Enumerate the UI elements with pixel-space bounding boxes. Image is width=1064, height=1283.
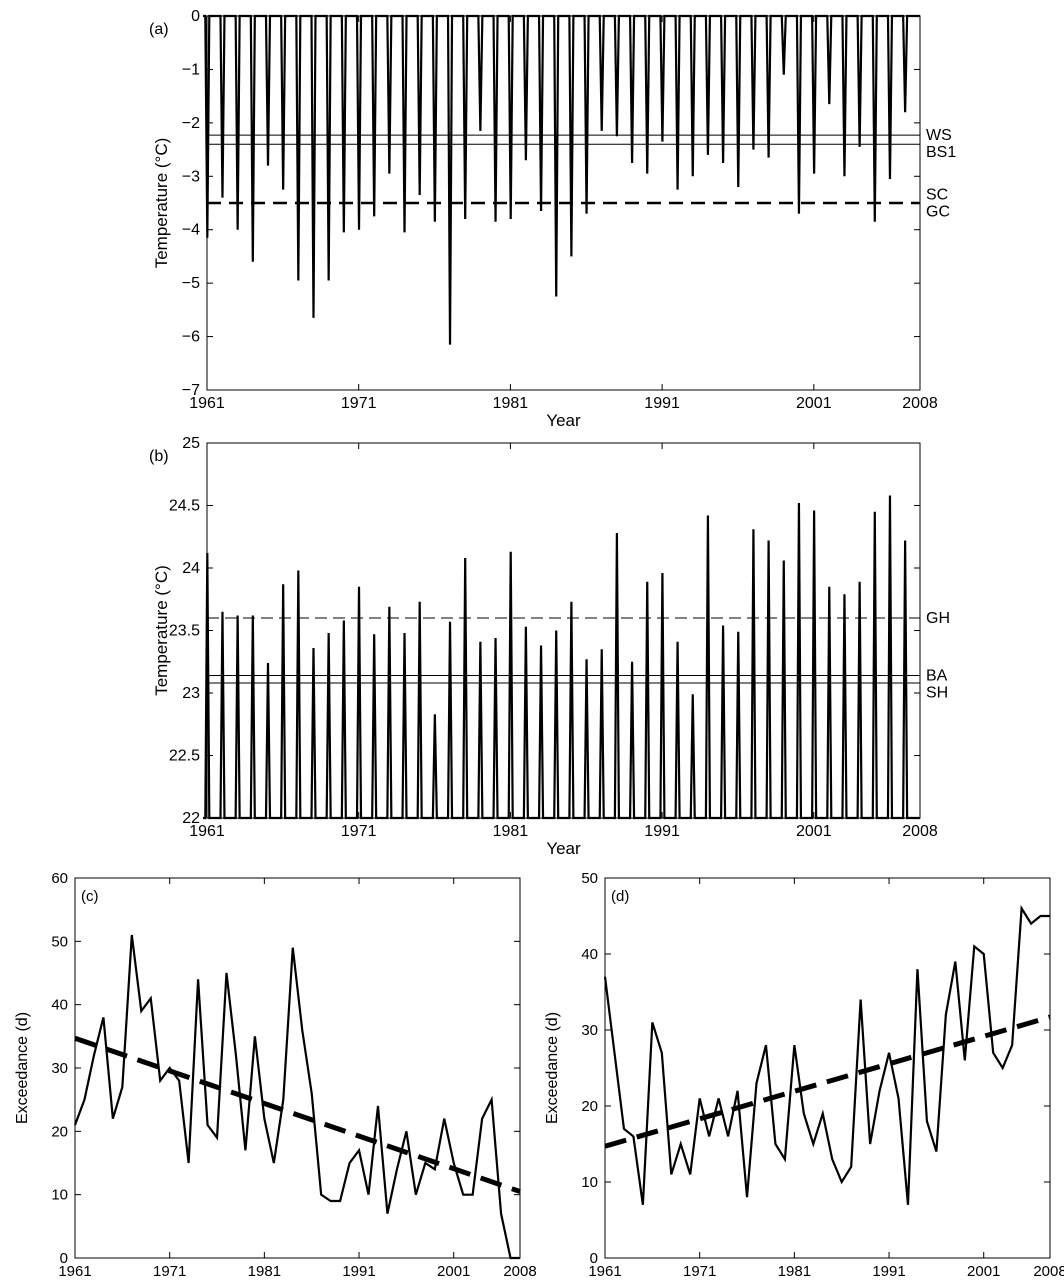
x-tick-label: 1981 — [493, 823, 529, 840]
panel-d: 0 10 20 30 40 50 1961 1971 1981 1991 2001 2008 Year E… — [544, 870, 1064, 1283]
y-tick-label: 50 — [51, 933, 68, 950]
panel-label: (d) — [611, 888, 629, 905]
series — [203, 14, 920, 345]
y-axis: 0 −1 −2 −3 −4 −5 −6 −7 — [182, 8, 920, 399]
y-axis: 22 22.5 23 23.5 24 24.5 25 — [169, 435, 920, 827]
y-tick-label: 23.5 — [169, 623, 200, 640]
y-tick-label: −3 — [182, 168, 200, 185]
y-tick-label: −4 — [182, 222, 200, 239]
y-tick-label: 10 — [51, 1187, 68, 1204]
reference-label: BA — [926, 668, 948, 685]
panel-label: (c) — [81, 888, 99, 905]
x-tick-label: 2008 — [902, 395, 938, 412]
y-tick-label: 20 — [581, 1098, 598, 1115]
reference-label: WS — [926, 127, 952, 144]
series-line — [73, 934, 520, 1260]
x-tick-label: 2008 — [1033, 1263, 1064, 1280]
y-tick-label: 40 — [581, 946, 598, 963]
x-tick-label: 1981 — [493, 395, 529, 412]
y-tick-label: 60 — [51, 870, 68, 887]
y-tick-label: 30 — [51, 1060, 68, 1077]
x-tick-label: 1981 — [778, 1263, 811, 1280]
x-tick-label: 1971 — [683, 1263, 716, 1280]
series — [73, 934, 521, 1260]
y-tick-label: 25 — [182, 435, 200, 452]
y-axis: 0 10 20 30 40 50 60 — [51, 870, 520, 1267]
x-axis: 1961 1971 1981 1991 2001 2008 — [58, 878, 537, 1280]
y-tick-label: 50 — [581, 870, 598, 887]
reference-label: GH — [926, 610, 950, 627]
series-line — [203, 14, 920, 345]
x-axis-label: Year — [281, 1281, 314, 1283]
panel-b: 22 22.5 23 23.5 24 24.5 25 1961 1971 1981 1991 2001… — [149, 435, 950, 858]
y-tick-label: 22 — [182, 810, 200, 827]
y-tick-label: −7 — [182, 382, 200, 399]
panel-label: (a) — [149, 21, 169, 38]
x-tick-label: 2001 — [967, 1263, 1000, 1280]
y-tick-label: 24 — [182, 560, 200, 577]
x-tick-label: 2001 — [796, 395, 832, 412]
x-axis-label: Year — [546, 839, 581, 858]
x-tick-label: 1991 — [644, 823, 680, 840]
panel-label: (b) — [149, 448, 169, 465]
y-tick-label: 20 — [51, 1123, 68, 1140]
series-line — [603, 904, 1050, 1205]
y-tick-label: −5 — [182, 275, 200, 292]
x-tick-label: 1991 — [644, 395, 680, 412]
y-axis-label: Temperature (°C) — [152, 138, 171, 269]
panel-c: 0 10 20 30 40 50 60 1961 1971 1981 1991 2001 2008 Yea… — [14, 870, 537, 1283]
x-tick-label: 1991 — [342, 1263, 375, 1280]
y-tick-label: −6 — [182, 329, 200, 346]
y-tick-label: 24.5 — [169, 498, 200, 515]
x-tick-label: 1981 — [248, 1263, 281, 1280]
x-axis-label: Year — [546, 411, 581, 430]
reference-label: SC — [926, 187, 948, 204]
y-axis-label: Exceedance (d) — [544, 1012, 561, 1124]
y-tick-label: −1 — [182, 61, 200, 78]
series-line — [203, 495, 920, 820]
y-tick-label: 23 — [182, 685, 200, 702]
x-tick-label: 1961 — [58, 1263, 91, 1280]
x-tick-label: 2001 — [796, 823, 832, 840]
y-tick-label: 22.5 — [169, 748, 200, 765]
x-axis: 1961 1971 1981 1991 2001 2008 — [189, 16, 938, 412]
x-tick-label: 1961 — [588, 1263, 621, 1280]
x-tick-label: 2008 — [902, 823, 938, 840]
y-tick-label: −2 — [182, 115, 200, 132]
trend-line — [604, 1014, 1051, 1149]
x-tick-label: 1991 — [872, 1263, 905, 1280]
x-tick-label: 1961 — [189, 395, 225, 412]
plot-frame — [74, 877, 521, 1259]
x-axis-label: Year — [811, 1281, 844, 1283]
x-tick-label: 1971 — [341, 395, 377, 412]
reference-label: GC — [926, 204, 950, 221]
series — [603, 904, 1051, 1205]
y-tick-label: 0 — [590, 1250, 598, 1267]
reference-label: BS1 — [926, 144, 956, 161]
x-axis: 1961 1971 1981 1991 2001 2008 — [189, 443, 938, 840]
y-tick-label: 40 — [51, 997, 68, 1014]
y-tick-label: 10 — [581, 1174, 598, 1191]
x-tick-label: 1971 — [153, 1263, 186, 1280]
x-tick-label: 1971 — [341, 823, 377, 840]
plot-frame — [604, 877, 1051, 1259]
y-axis-label: Exceedance (d) — [14, 1012, 31, 1124]
y-tick-label: 0 — [191, 8, 200, 25]
trend-line — [74, 1035, 521, 1194]
x-axis: 1961 1971 1981 1991 2001 2008 — [588, 878, 1064, 1280]
reference-label: SH — [926, 685, 948, 702]
series — [203, 495, 920, 820]
x-tick-label: 2008 — [503, 1263, 536, 1280]
y-tick-label: 0 — [60, 1250, 68, 1267]
x-tick-label: 1961 — [189, 823, 225, 840]
x-tick-label: 2001 — [437, 1263, 470, 1280]
y-axis: 0 10 20 30 40 50 — [581, 870, 1050, 1267]
y-axis-label: Temperature (°C) — [152, 565, 171, 696]
y-tick-label: 30 — [581, 1022, 598, 1039]
